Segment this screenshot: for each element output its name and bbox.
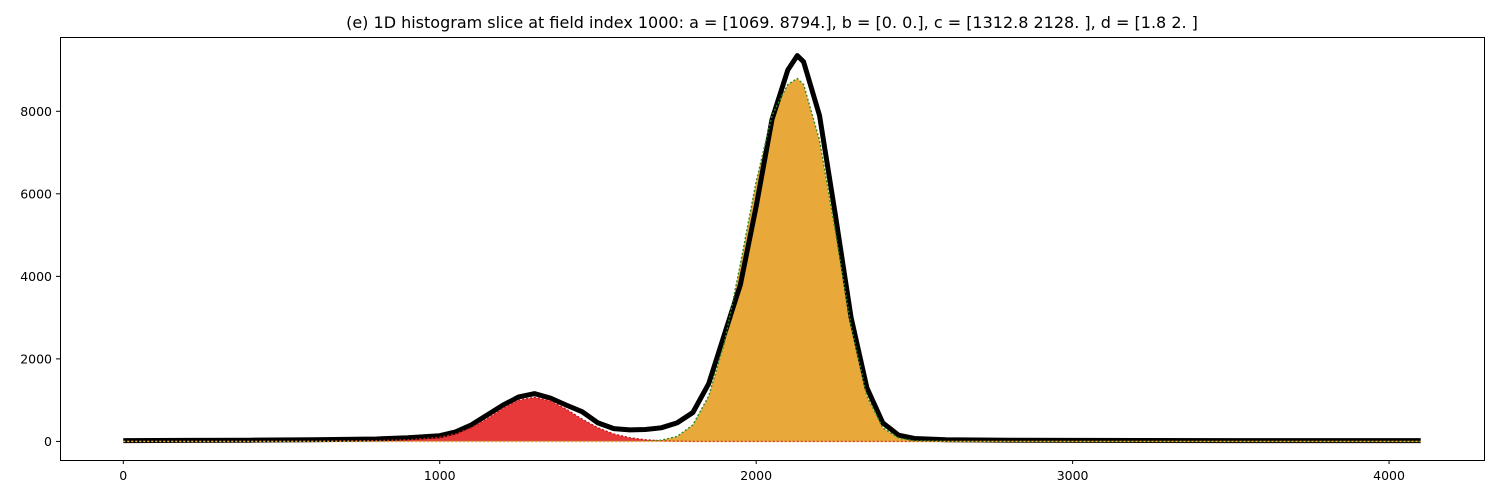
- x-tick-label: 3000: [1057, 468, 1089, 483]
- x-tick-label: 4000: [1373, 468, 1405, 483]
- y-tick-label: 0: [44, 434, 52, 449]
- total-curve: [123, 53, 1421, 444]
- y-tick-label: 8000: [20, 104, 52, 119]
- plot-frame: [60, 37, 1485, 461]
- y-tick-label: 2000: [20, 351, 52, 366]
- chart-title: (e) 1D histogram slice at field index 10…: [346, 13, 1198, 32]
- x-tick-label: 1000: [424, 468, 456, 483]
- x-tick-label: 0: [119, 468, 127, 483]
- y-tick-label: 6000: [20, 186, 52, 201]
- component-2-area: [123, 78, 1421, 442]
- y-tick-label: 4000: [20, 269, 52, 284]
- x-tick-label: 2000: [740, 468, 772, 483]
